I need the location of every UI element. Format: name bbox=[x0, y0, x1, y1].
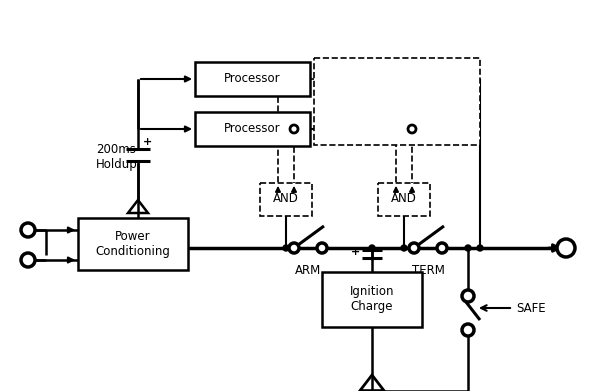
Text: TERM: TERM bbox=[412, 264, 445, 277]
Circle shape bbox=[401, 245, 407, 251]
Circle shape bbox=[283, 245, 289, 251]
Circle shape bbox=[462, 290, 474, 302]
Circle shape bbox=[317, 243, 327, 253]
Bar bbox=[195, 112, 310, 146]
Text: SAFE: SAFE bbox=[516, 301, 545, 314]
Circle shape bbox=[408, 125, 416, 133]
Text: Ignition
Charge: Ignition Charge bbox=[350, 285, 394, 313]
Text: Processor: Processor bbox=[224, 122, 280, 136]
Circle shape bbox=[462, 324, 474, 336]
Text: AND: AND bbox=[391, 192, 417, 206]
Text: Power
Conditioning: Power Conditioning bbox=[95, 230, 170, 258]
Text: +: + bbox=[143, 137, 152, 147]
Text: ARM: ARM bbox=[295, 264, 321, 277]
Bar bbox=[378, 183, 430, 216]
Circle shape bbox=[477, 245, 483, 251]
Circle shape bbox=[437, 243, 447, 253]
Bar bbox=[322, 272, 422, 327]
Bar bbox=[78, 218, 188, 270]
Circle shape bbox=[290, 125, 298, 133]
Circle shape bbox=[21, 223, 35, 237]
Bar bbox=[314, 58, 480, 145]
Circle shape bbox=[557, 239, 575, 257]
Text: Processor: Processor bbox=[224, 72, 280, 86]
Text: AND: AND bbox=[273, 192, 299, 206]
Circle shape bbox=[465, 245, 471, 251]
Text: +: + bbox=[351, 247, 360, 257]
Circle shape bbox=[289, 243, 299, 253]
Text: 200ms
Holdup: 200ms Holdup bbox=[96, 143, 138, 171]
Bar bbox=[195, 62, 310, 96]
Circle shape bbox=[409, 243, 419, 253]
Circle shape bbox=[369, 245, 375, 251]
Circle shape bbox=[21, 253, 35, 267]
Bar bbox=[260, 183, 312, 216]
